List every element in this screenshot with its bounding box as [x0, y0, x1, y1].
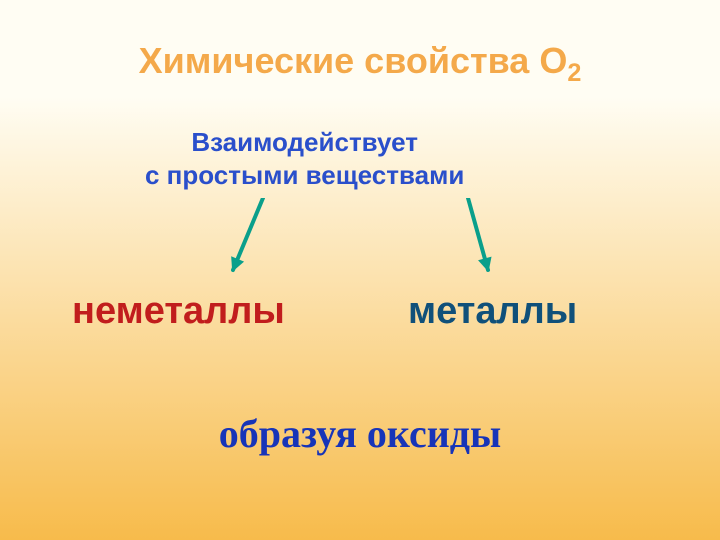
title-main: Химические свойства О	[139, 40, 568, 81]
arrow-left-icon	[223, 198, 273, 280]
subtitle-line2: с простыми веществами	[145, 160, 464, 190]
title-subscript: 2	[567, 59, 581, 87]
slide-title: Химические свойства О2	[0, 40, 720, 88]
slide-subtitle: Взаимодействует с простыми веществами	[145, 126, 464, 191]
slide-root: Химические свойства О2 Взаимодействует с…	[0, 0, 720, 540]
branch-nonmetals: неметаллы	[72, 290, 285, 333]
branch-metals: металлы	[408, 290, 577, 333]
arrow-right-icon	[458, 198, 508, 280]
subtitle-line1: Взаимодействует	[191, 127, 418, 157]
footer-text: образуя оксиды	[0, 410, 720, 457]
